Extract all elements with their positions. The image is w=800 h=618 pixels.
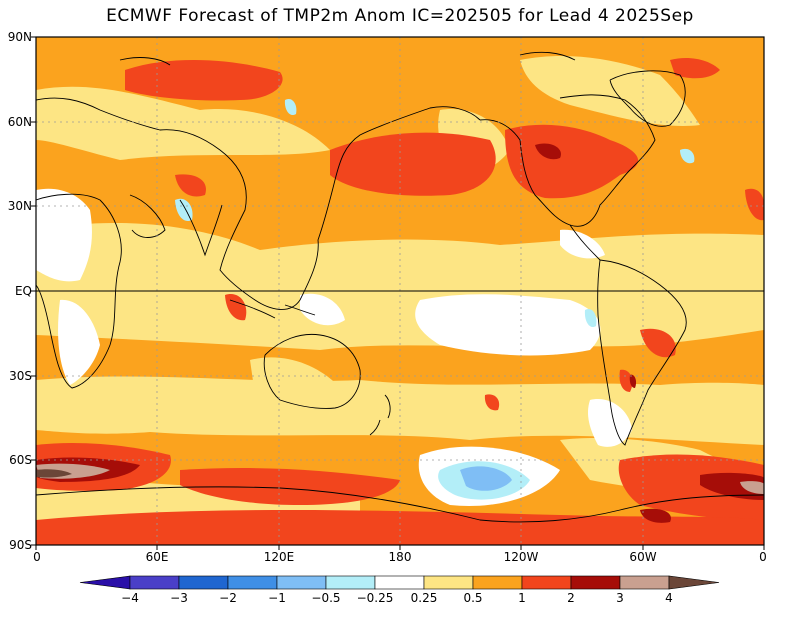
colorbar-bin xyxy=(325,575,376,590)
colorbar-label: 0.25 xyxy=(410,591,438,605)
colorbar-label: −0.25 xyxy=(356,591,394,605)
y-label-90n: 90N xyxy=(7,30,32,44)
y-label-30n: 30N xyxy=(7,199,32,213)
colorbar-bin xyxy=(227,575,278,590)
coastlines xyxy=(36,51,764,523)
x-label-0-left: 0 xyxy=(33,550,41,564)
colorbar-bin xyxy=(521,575,572,590)
colorbar-label: 3 xyxy=(616,591,624,605)
colorbar-bin xyxy=(619,575,670,590)
x-label-60e: 60E xyxy=(145,550,169,564)
x-label-60w: 60W xyxy=(629,550,657,564)
y-label-eq: EQ xyxy=(14,284,32,298)
colorbar-arrow-high xyxy=(668,575,720,590)
colorbar-bin xyxy=(423,575,474,590)
colorbar-label: 1 xyxy=(518,591,526,605)
colorbar-label: −0.5 xyxy=(311,591,341,605)
y-label-60s: 60S xyxy=(9,453,32,467)
colorbar-bin xyxy=(374,575,425,590)
colorbar-label: 0.5 xyxy=(463,591,483,605)
colorbar-label: −4 xyxy=(121,591,139,605)
x-label-120w: 120W xyxy=(503,550,539,564)
y-label-30s: 30S xyxy=(9,369,32,383)
colorbar-arrow-low xyxy=(79,575,131,590)
colorbar-bin xyxy=(472,575,523,590)
colorbar-bin xyxy=(276,575,327,590)
colorbar-label: −3 xyxy=(170,591,188,605)
y-label-90s: 90S xyxy=(9,538,32,552)
axis-ticks xyxy=(31,36,765,550)
colorbar-bin xyxy=(570,575,621,590)
y-label-60n: 60N xyxy=(7,115,32,129)
colorbar-bin xyxy=(178,575,229,590)
x-label-120e: 120E xyxy=(263,550,295,564)
map-title: ECMWF Forecast of TMP2m Anom IC=202505 f… xyxy=(106,6,694,26)
colorbar-bin xyxy=(129,575,180,590)
x-label-180: 180 xyxy=(388,550,412,564)
x-label-0-right: 0 xyxy=(759,550,767,564)
colorbar-label: −1 xyxy=(268,591,286,605)
colorbar xyxy=(79,575,720,590)
colorbar-label: 4 xyxy=(665,591,673,605)
colorbar-label: 2 xyxy=(567,591,575,605)
colorbar-label: −2 xyxy=(219,591,237,605)
